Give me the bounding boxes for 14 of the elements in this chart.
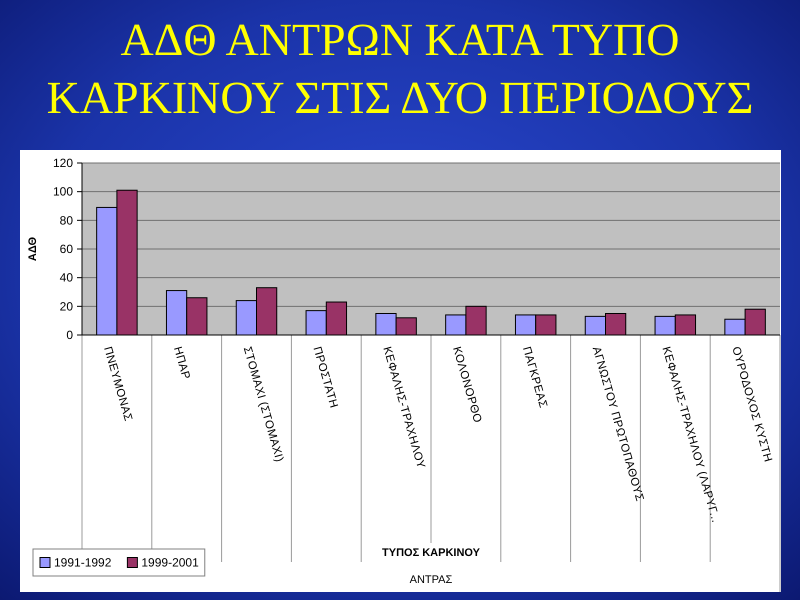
legend-label: 1999-2001 bbox=[141, 556, 200, 570]
y-tick-label: 0 bbox=[66, 328, 74, 342]
x-axis-title: ΤΥΠΟΣ ΚΑΡΚΙΝΟΥ bbox=[382, 547, 481, 559]
y-tick-label: 40 bbox=[60, 270, 74, 285]
legend-label: 1991-1992 bbox=[54, 556, 112, 570]
x-tick-label: ΗΠΑΡ bbox=[170, 345, 192, 381]
y-tick-label: 120 bbox=[52, 156, 74, 170]
chart-title: ΑΔΘ ΑΝΤΡΩΝ ΚΑΤΑ ΤΥΠΟ ΚΑΡΚΙΝΟΥ ΣΤΙΣ ΔΥΟ ΠΕΡΙΟΔΟΥΣ bbox=[46, 14, 754, 123]
y-axis-title: ΑΔΘ bbox=[27, 236, 39, 262]
y-tick-label: 80 bbox=[60, 213, 74, 228]
y-tick-label: 20 bbox=[60, 299, 74, 314]
y-tick-label: 60 bbox=[60, 242, 74, 256]
text: ΑΝΤΡΑΣ bbox=[410, 574, 453, 586]
y-tick-label: 100 bbox=[52, 184, 74, 199]
